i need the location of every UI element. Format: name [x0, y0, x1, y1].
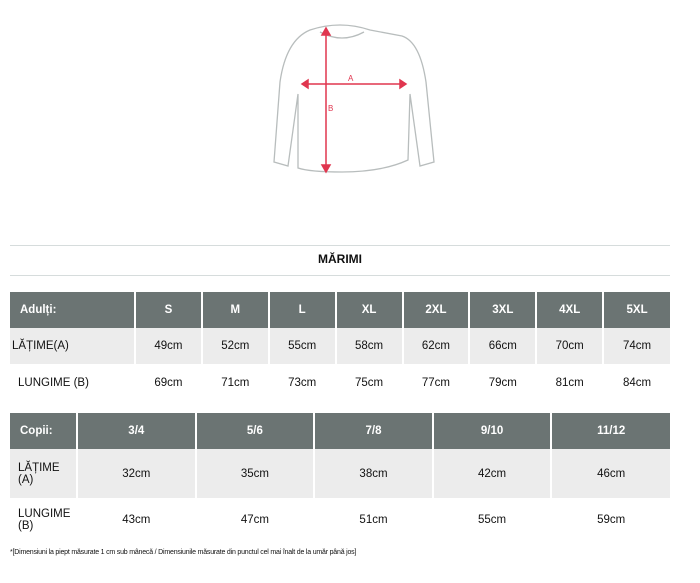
kids-size-table: Copii: 3/4 5/6 7/8 9/10 11/12 LĂȚIME (A)…	[10, 413, 670, 541]
footnote: *[Dimensiuni la piept măsurate 1 cm sub …	[10, 549, 357, 556]
row-label: LĂȚIME(A)	[10, 328, 135, 364]
row-label: LUNGIME (B)	[18, 377, 89, 389]
cell: 71cm	[200, 364, 269, 402]
cell: 51cm	[313, 498, 433, 541]
table-row: LUNGIME (B) 43cm 47cm 51cm 55cm 59cm	[10, 498, 670, 541]
cell: 49cm	[134, 328, 202, 364]
cell: 69cm	[134, 364, 202, 402]
table-header-row: Copii: 3/4 5/6 7/8 9/10 11/12	[10, 413, 670, 449]
cell: 62cm	[401, 328, 470, 364]
divider	[10, 275, 670, 276]
label-a: A	[348, 74, 354, 83]
cell: 32cm	[76, 449, 196, 498]
cell: 46cm	[550, 449, 670, 498]
cell: 55cm	[431, 498, 552, 541]
cell: 70cm	[535, 328, 604, 364]
adult-size-table: Adulți: S M L XL 2XL 3XL 4XL 5XL LĂȚIME(…	[10, 292, 670, 402]
size-header: 3XL	[468, 292, 537, 328]
cell: 52cm	[200, 328, 269, 364]
header-label: Copii:	[10, 413, 77, 449]
size-header: 2XL	[401, 292, 470, 328]
table-row: LUNGIME (B) 69cm 71cm 73cm 75cm 77cm 79c…	[10, 364, 670, 402]
cell: 58cm	[334, 328, 403, 364]
size-header: 9/10	[431, 413, 552, 449]
size-header: M	[200, 292, 269, 328]
cell: 84cm	[602, 364, 670, 402]
cell: 35cm	[194, 449, 315, 498]
size-header: XL	[334, 292, 403, 328]
cell: 47cm	[194, 498, 315, 541]
table-header-row: Adulți: S M L XL 2XL 3XL 4XL 5XL	[10, 292, 670, 328]
divider	[10, 245, 670, 246]
size-header: 11/12	[550, 413, 670, 449]
cell: 43cm	[76, 498, 196, 541]
cell: 38cm	[313, 449, 433, 498]
page-title: MĂRIMI	[318, 252, 362, 266]
cell: 77cm	[401, 364, 470, 402]
header-label: Adulți:	[10, 292, 135, 328]
row-label: LĂȚIME (A)	[10, 449, 77, 498]
cell: 79cm	[468, 364, 537, 402]
size-header: 7/8	[313, 413, 433, 449]
table-row: LĂȚIME (A) 32cm 35cm 38cm 42cm 46cm	[10, 449, 670, 498]
sweater-outline	[273, 24, 435, 173]
row-label: LUNGIME (B)	[18, 507, 71, 532]
size-header: 4XL	[535, 292, 604, 328]
cell: 73cm	[267, 364, 336, 402]
cell: 42cm	[431, 449, 552, 498]
cell: 81cm	[535, 364, 604, 402]
label-b: B	[328, 104, 333, 113]
cell: 74cm	[602, 328, 670, 364]
size-header: 5/6	[194, 413, 315, 449]
size-header: S	[134, 292, 202, 328]
cell: 55cm	[267, 328, 336, 364]
size-header: L	[267, 292, 336, 328]
cell: 59cm	[550, 498, 670, 541]
size-header: 3/4	[76, 413, 196, 449]
cell: 66cm	[468, 328, 537, 364]
size-header: 5XL	[602, 292, 670, 328]
table-row: LĂȚIME(A) 49cm 52cm 55cm 58cm 62cm 66cm …	[10, 328, 670, 364]
sweater-diagram: A B	[273, 24, 435, 174]
cell: 75cm	[334, 364, 403, 402]
